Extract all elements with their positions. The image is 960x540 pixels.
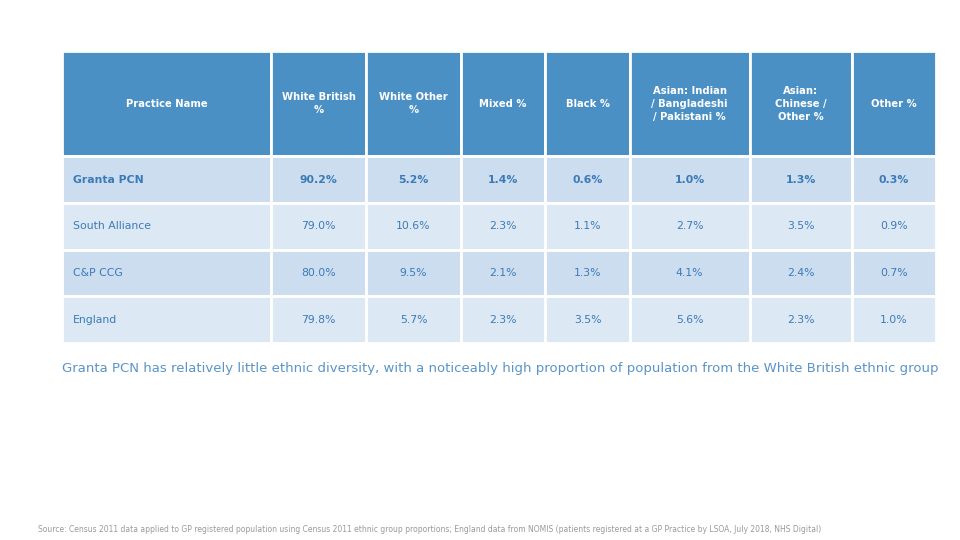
Text: South Alliance: South Alliance [73, 221, 151, 231]
Text: 2.4%: 2.4% [787, 268, 814, 278]
Text: England: England [73, 315, 117, 325]
Text: 3.5%: 3.5% [574, 315, 601, 325]
Bar [271, 203, 366, 249]
Text: 10.6%: 10.6% [396, 221, 431, 231]
Text: 79.8%: 79.8% [301, 315, 336, 325]
Text: 0.7%: 0.7% [880, 268, 907, 278]
Text: 0.6%: 0.6% [572, 174, 603, 185]
Bar [545, 296, 630, 343]
Text: Source: Census 2011 data applied to GP registered population using Census 2011 e: Source: Census 2011 data applied to GP r… [38, 524, 822, 534]
Bar [630, 296, 750, 343]
Bar [750, 203, 852, 249]
Text: White Other
%: White Other % [379, 92, 448, 116]
Text: Granta PCN: Granta PCN [73, 174, 144, 185]
Bar [545, 203, 630, 249]
Text: 5.7%: 5.7% [399, 315, 427, 325]
Bar [366, 51, 461, 156]
Bar [545, 51, 630, 156]
Text: 5.6%: 5.6% [676, 315, 704, 325]
Text: Asian: Indian
/ Bangladeshi
/ Pakistani %: Asian: Indian / Bangladeshi / Pakistani … [652, 85, 728, 122]
Text: 1.1%: 1.1% [574, 221, 601, 231]
Text: 2.7%: 2.7% [676, 221, 704, 231]
Bar [630, 51, 750, 156]
Bar [461, 249, 545, 296]
Bar [750, 51, 852, 156]
Bar [366, 203, 461, 249]
Text: 0.3%: 0.3% [878, 174, 909, 185]
Bar [750, 296, 852, 343]
Bar [461, 296, 545, 343]
Text: 3.5%: 3.5% [787, 221, 814, 231]
Text: 9.5%: 9.5% [399, 268, 427, 278]
Bar [271, 156, 366, 203]
Bar [271, 249, 366, 296]
Text: 2.3%: 2.3% [787, 315, 814, 325]
Text: 0.9%: 0.9% [880, 221, 907, 231]
Bar [271, 296, 366, 343]
Text: Other %: Other % [871, 99, 917, 109]
Text: Practice Name: Practice Name [126, 99, 207, 109]
Text: 80.0%: 80.0% [301, 268, 336, 278]
Text: 79.0%: 79.0% [301, 221, 336, 231]
Text: 1.3%: 1.3% [574, 268, 601, 278]
Text: C&P CCG: C&P CCG [73, 268, 123, 278]
Bar [461, 51, 545, 156]
Bar [366, 156, 461, 203]
Text: 1.0%: 1.0% [880, 315, 907, 325]
Bar [62, 296, 271, 343]
Text: 4.1%: 4.1% [676, 268, 704, 278]
Bar [852, 156, 936, 203]
Text: Black %: Black % [565, 99, 610, 109]
Text: 90.2%: 90.2% [300, 174, 338, 185]
Text: Asian:
Chinese /
Other %: Asian: Chinese / Other % [775, 85, 827, 122]
Text: 1.4%: 1.4% [488, 174, 518, 185]
Bar [630, 203, 750, 249]
Bar [461, 203, 545, 249]
Text: 5.2%: 5.2% [398, 174, 429, 185]
Bar [852, 51, 936, 156]
Bar [545, 156, 630, 203]
Text: Granta PCN has relatively little ethnic diversity, with a noticeably high propor: Granta PCN has relatively little ethnic … [62, 362, 939, 375]
Bar [852, 296, 936, 343]
Bar [545, 249, 630, 296]
Bar [62, 249, 271, 296]
Text: 2.1%: 2.1% [490, 268, 516, 278]
Bar [62, 203, 271, 249]
Bar [852, 203, 936, 249]
Bar [366, 296, 461, 343]
Bar [750, 156, 852, 203]
Bar [461, 156, 545, 203]
Text: Mixed %: Mixed % [479, 99, 527, 109]
Text: 1.3%: 1.3% [785, 174, 816, 185]
Bar [750, 249, 852, 296]
Bar [62, 51, 271, 156]
Text: White British
%: White British % [281, 92, 355, 116]
Bar [62, 156, 271, 203]
Text: 2.3%: 2.3% [490, 315, 516, 325]
Bar [630, 249, 750, 296]
Bar [630, 156, 750, 203]
Text: 2.3%: 2.3% [490, 221, 516, 231]
Bar [271, 51, 366, 156]
Text: Ethnicity: Ethnicity [10, 11, 99, 29]
Bar [366, 249, 461, 296]
Bar [852, 249, 936, 296]
Text: 1.0%: 1.0% [675, 174, 705, 185]
